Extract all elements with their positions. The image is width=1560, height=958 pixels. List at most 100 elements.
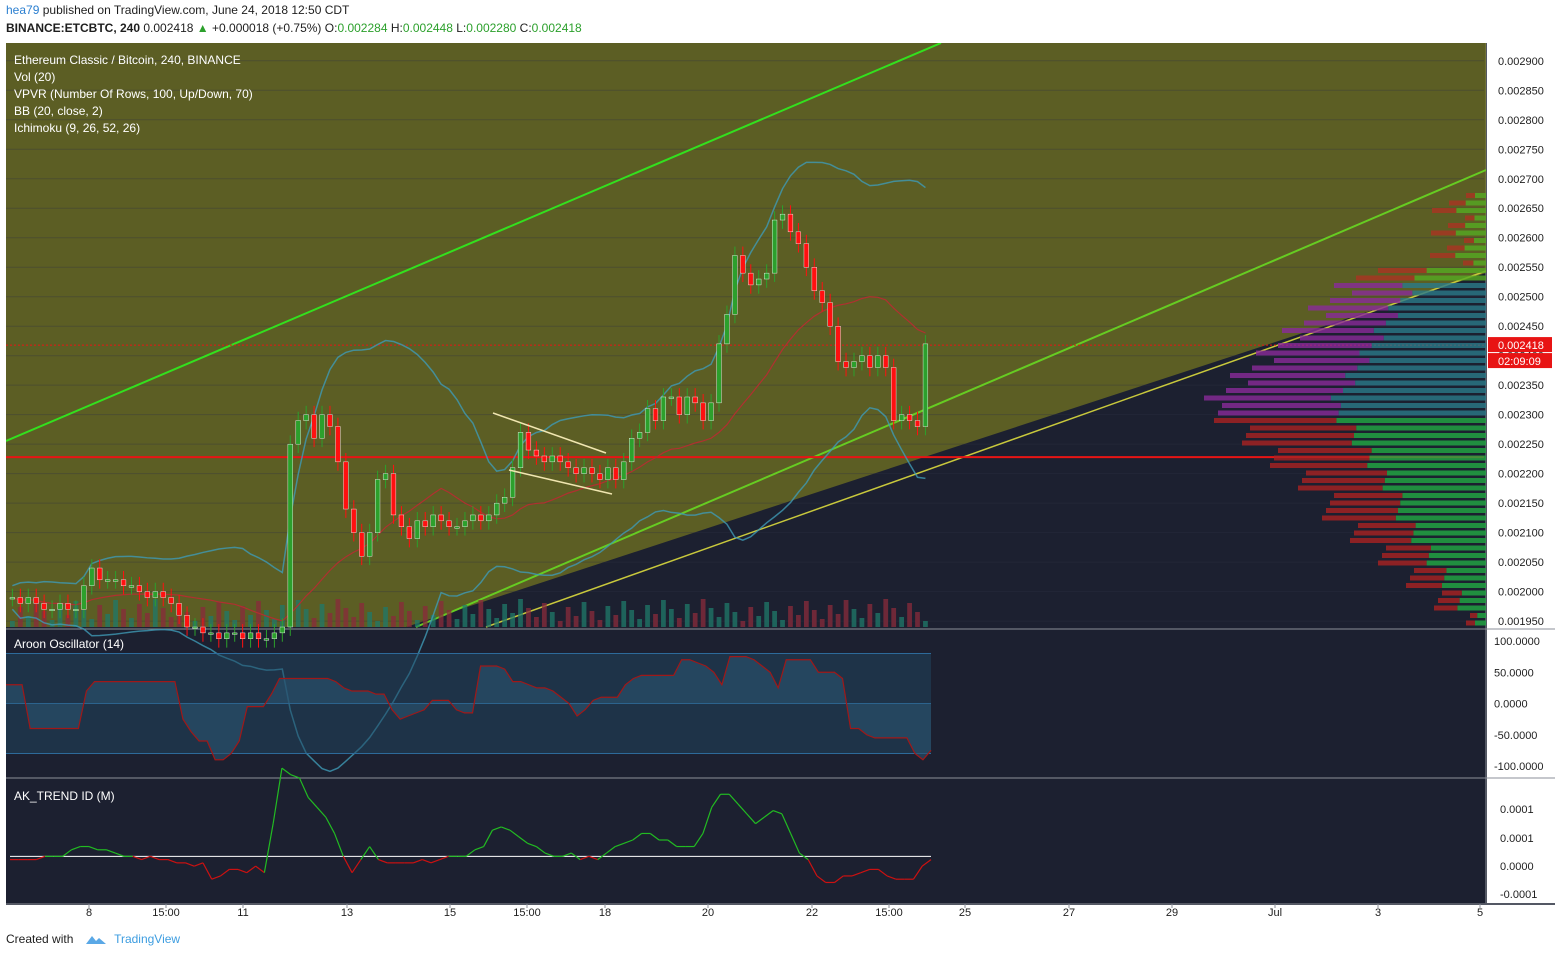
candle-body — [827, 302, 833, 327]
time-tick-label: 3 — [1375, 907, 1381, 919]
volume-bar — [748, 607, 754, 627]
volume-bar — [851, 609, 857, 627]
vpvr-down-bar — [1330, 298, 1401, 303]
candle-body — [795, 231, 801, 244]
vpvr-up-bar — [1457, 605, 1486, 611]
trend-segment — [702, 807, 713, 834]
vpvr-down-bar — [1306, 470, 1387, 476]
price-tick-label: 0.002750 — [1498, 144, 1544, 156]
volume-bar — [264, 610, 269, 627]
vpvr-down-bar — [1256, 350, 1360, 356]
vpvr-up-bar — [1351, 440, 1486, 446]
candle-body — [724, 314, 730, 345]
candle-body — [748, 272, 754, 286]
vpvr-up-bar — [1382, 485, 1486, 491]
price-tick-label: 0.002850 — [1498, 85, 1544, 97]
trend-segment — [807, 859, 818, 877]
last-price: 0.002418 — [143, 21, 194, 35]
candle-body — [17, 597, 23, 604]
trend-segment — [141, 855, 151, 861]
vpvr-up-bar — [1442, 583, 1486, 588]
candle-body — [740, 255, 746, 274]
candle-body — [906, 414, 913, 421]
candle-body — [851, 361, 857, 368]
high-label: H: — [390, 21, 403, 35]
volume-bar — [502, 604, 508, 627]
trend-tick-label: 0.0000 — [1500, 861, 1534, 873]
candle-body — [803, 243, 809, 268]
vpvr-up-bar — [1357, 365, 1486, 371]
volume-bar — [208, 616, 214, 627]
trend-segment — [693, 833, 704, 847]
volume-bar — [295, 600, 301, 627]
vpvr-down-bar — [1432, 208, 1457, 213]
vpvr-up-bar — [1384, 478, 1486, 483]
volume-bar — [129, 618, 134, 627]
volume-bar — [732, 612, 738, 627]
vpvr-up-bar — [1444, 575, 1486, 581]
trend-segment — [781, 813, 792, 834]
vpvr-down-bar — [1248, 380, 1356, 386]
candle-body — [597, 473, 603, 480]
volume-bar — [605, 606, 611, 627]
volume-bar — [303, 609, 309, 627]
vpvr-up-bar — [1359, 350, 1486, 356]
trend-segment — [413, 859, 423, 864]
tradingview-link[interactable]: TradingView — [114, 932, 181, 946]
author-link[interactable]: hea79 — [6, 3, 40, 17]
aroon-tick-label: 100.0000 — [1494, 636, 1540, 648]
vpvr-down-bar — [1354, 530, 1414, 536]
candle-body — [216, 632, 222, 639]
candle-body — [57, 603, 63, 610]
volume-bar — [240, 606, 246, 627]
candle-body — [327, 414, 333, 427]
trend-title: AK_TREND ID (M) — [14, 789, 115, 803]
price-tick-label: 0.002800 — [1498, 115, 1544, 127]
time-tick-label: 18 — [599, 907, 611, 919]
price-tick-label: 0.002300 — [1498, 410, 1544, 422]
candle-body — [541, 455, 547, 463]
vpvr-up-bar — [1395, 515, 1486, 521]
vpvr-down-bar — [1250, 425, 1357, 431]
volume-bar — [780, 620, 785, 627]
chart-svg[interactable]: 0.002900 0.002850 0.002800 0.002750 0.002700… — [6, 43, 1555, 921]
volume-bar — [470, 614, 476, 627]
volume-bar — [875, 613, 881, 627]
candle-body — [319, 414, 325, 439]
vpvr-down-bar — [1463, 260, 1474, 266]
candle-body — [390, 473, 397, 516]
volume-bar — [375, 621, 380, 627]
trend-segment — [202, 862, 213, 880]
trend-segment — [860, 868, 870, 874]
volume-bar — [692, 613, 698, 627]
volume-bar — [367, 612, 373, 627]
volume-bar — [248, 615, 253, 627]
candle-body — [629, 438, 635, 463]
vpvr-down-bar — [1282, 328, 1374, 333]
trend-segment — [325, 816, 336, 834]
vpvr-up-bar — [1343, 388, 1486, 393]
volume-bar — [216, 602, 222, 627]
close-value: 0.002418 — [531, 21, 582, 35]
vpvr-down-bar — [1350, 538, 1412, 543]
volume-bar — [438, 601, 444, 627]
trend-tick-label: -0.0001 — [1500, 889, 1537, 901]
vpvr-down-bar — [1334, 283, 1403, 288]
vpvr-down-bar — [1414, 568, 1447, 573]
indicator-label: BB (20, close, 2) — [14, 104, 103, 118]
trend-segment — [878, 868, 888, 877]
volume-bar — [716, 617, 722, 627]
trend-segment — [527, 842, 537, 848]
candle-body — [311, 414, 317, 439]
candle-body — [113, 579, 119, 582]
vpvr-up-bar — [1355, 380, 1486, 386]
candle-body — [33, 597, 39, 604]
chart-area[interactable]: 0.002900 0.002850 0.002800 0.002750 0.002700… — [6, 43, 1555, 921]
candle-body — [533, 449, 539, 457]
trend-segment — [667, 839, 677, 848]
volume-bar — [121, 609, 126, 627]
volume-bar — [526, 608, 531, 627]
trend-segment — [132, 855, 142, 861]
vpvr-up-bar — [1464, 245, 1486, 251]
vpvr-down-bar — [1322, 515, 1396, 521]
